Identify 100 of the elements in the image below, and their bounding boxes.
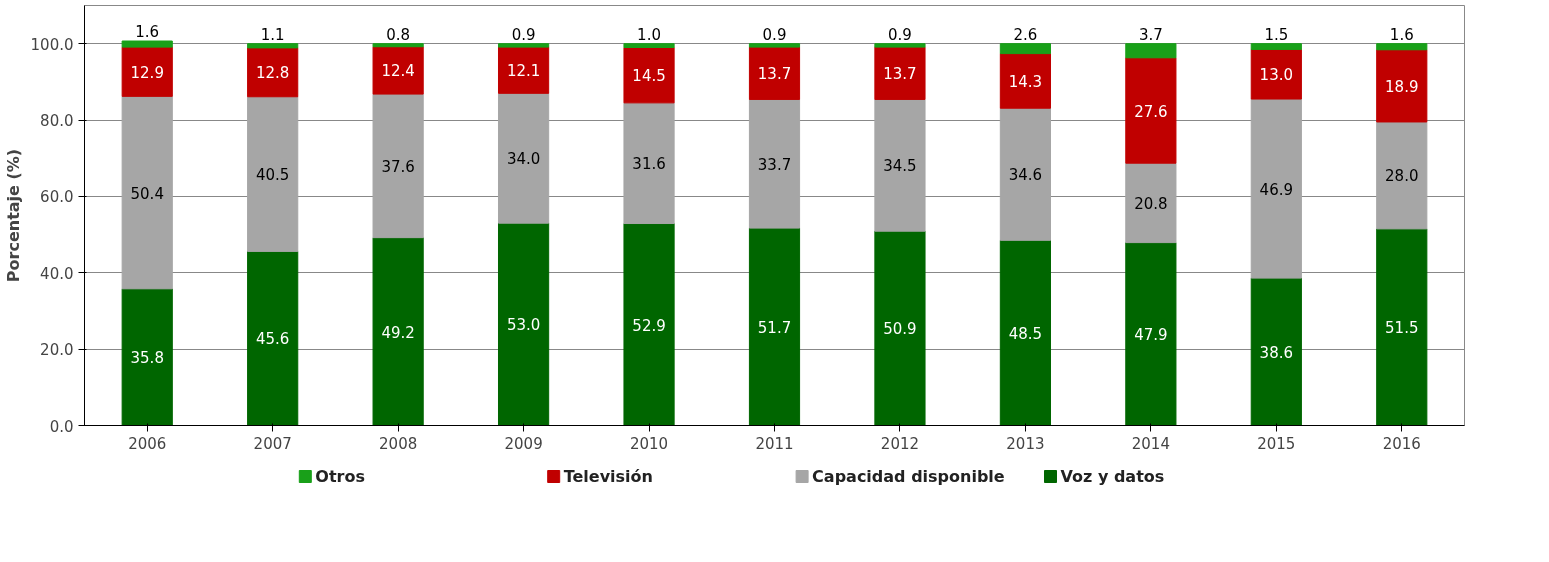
bar — [1125, 162, 1177, 244]
bar — [1125, 43, 1177, 59]
bar — [1376, 43, 1428, 51]
data-label: 40.5 — [255, 166, 290, 185]
bar — [1250, 48, 1302, 100]
bar — [748, 46, 801, 100]
bar — [623, 47, 675, 104]
bar — [372, 93, 424, 239]
data-label: 1.6 — [1389, 25, 1414, 44]
bar — [1250, 277, 1302, 426]
bar — [247, 96, 299, 252]
data-label: 51.7 — [757, 318, 792, 337]
bar — [874, 230, 926, 426]
bar — [1376, 228, 1428, 426]
data-label: 27.6 — [1134, 102, 1168, 121]
bar — [498, 92, 550, 224]
legend-label: Capacidad disponible — [812, 467, 1005, 486]
bar — [623, 223, 675, 426]
data-label: 1.1 — [260, 25, 285, 44]
bar — [1125, 57, 1177, 164]
x-tick-label: 2013 — [1006, 434, 1045, 453]
x-tick-label: 2007 — [253, 434, 292, 453]
data-label: 48.5 — [1008, 324, 1043, 343]
legend-label: Voz y datos — [1060, 467, 1165, 486]
x-tick-label: 2010 — [629, 434, 669, 453]
legend-label: Televisión — [563, 467, 653, 486]
bar — [1250, 43, 1302, 50]
y-tick-label: 40.0 — [40, 264, 74, 283]
data-label: 38.6 — [1259, 343, 1294, 362]
data-label: 2.6 — [1013, 25, 1038, 44]
data-label: 28.0 — [1385, 167, 1419, 186]
data-label: 1.0 — [637, 25, 661, 44]
data-label: 13.7 — [883, 65, 917, 84]
bar — [999, 53, 1051, 109]
data-label: 34.5 — [883, 157, 917, 176]
data-label: 20.8 — [1134, 194, 1168, 213]
bar — [623, 102, 675, 225]
data-label: 31.6 — [632, 155, 666, 174]
x-tick-label: 2016 — [1382, 434, 1421, 453]
data-label: 50.9 — [883, 320, 917, 339]
legend-label: Otros — [315, 467, 365, 486]
x-tick-label: 2011 — [755, 434, 794, 453]
data-label: 33.7 — [757, 155, 792, 174]
bar — [748, 98, 801, 229]
bar — [999, 43, 1051, 55]
bar — [121, 95, 173, 290]
bar — [247, 250, 299, 426]
data-label: 3.7 — [1138, 25, 1163, 44]
data-label: 0.9 — [762, 25, 787, 44]
bar — [999, 107, 1051, 241]
bar — [874, 43, 926, 48]
data-label: 52.9 — [632, 316, 666, 335]
data-label: 35.8 — [130, 349, 164, 368]
data-label: 1.6 — [135, 23, 160, 42]
x-tick-label: 2014 — [1131, 434, 1170, 453]
x-tick-label: 2012 — [880, 434, 920, 453]
data-label: 34.0 — [506, 150, 541, 169]
data-label: 18.9 — [1385, 77, 1419, 96]
data-label: 12.4 — [381, 62, 415, 81]
y-tick-label: 20.0 — [40, 341, 74, 360]
data-label: 49.2 — [381, 323, 415, 342]
bar — [1376, 49, 1428, 123]
x-tick-label: 2006 — [128, 434, 167, 453]
data-label: 37.6 — [381, 157, 415, 176]
x-tick-label: 2008 — [379, 434, 418, 453]
data-label: 14.3 — [1008, 72, 1043, 91]
bar — [1125, 242, 1177, 426]
bar — [623, 43, 675, 48]
bar — [498, 43, 550, 48]
data-label: 53.0 — [506, 316, 541, 335]
x-tick-label: 2009 — [504, 434, 543, 453]
bar — [372, 43, 424, 48]
bar — [1250, 98, 1302, 279]
bar — [1376, 121, 1428, 230]
data-label: 47.9 — [1134, 326, 1168, 345]
data-label: 0.8 — [386, 25, 411, 44]
x-tick-label: 2015 — [1257, 434, 1296, 453]
bar — [999, 239, 1051, 426]
data-label: 12.8 — [255, 64, 290, 83]
bar — [874, 98, 926, 232]
bar — [121, 40, 173, 48]
bar — [748, 227, 801, 426]
data-label: 0.9 — [511, 25, 536, 44]
bar — [247, 43, 299, 49]
y-tick-label: 100.0 — [30, 35, 74, 54]
data-label: 45.6 — [255, 330, 290, 349]
data-label: 13.7 — [757, 65, 792, 84]
data-label: 12.1 — [506, 62, 541, 81]
y-tick-label: 0.0 — [49, 417, 74, 436]
y-tick-label: 80.0 — [40, 112, 74, 131]
data-label: 1.5 — [1264, 25, 1289, 44]
data-label: 14.5 — [632, 67, 666, 86]
bar — [874, 46, 926, 100]
data-label: 51.5 — [1385, 319, 1419, 338]
bar — [121, 46, 173, 97]
bar — [498, 222, 550, 426]
bar — [372, 237, 424, 426]
bar — [372, 46, 424, 95]
data-label: 13.0 — [1259, 66, 1294, 85]
data-label: 34.6 — [1008, 166, 1043, 185]
